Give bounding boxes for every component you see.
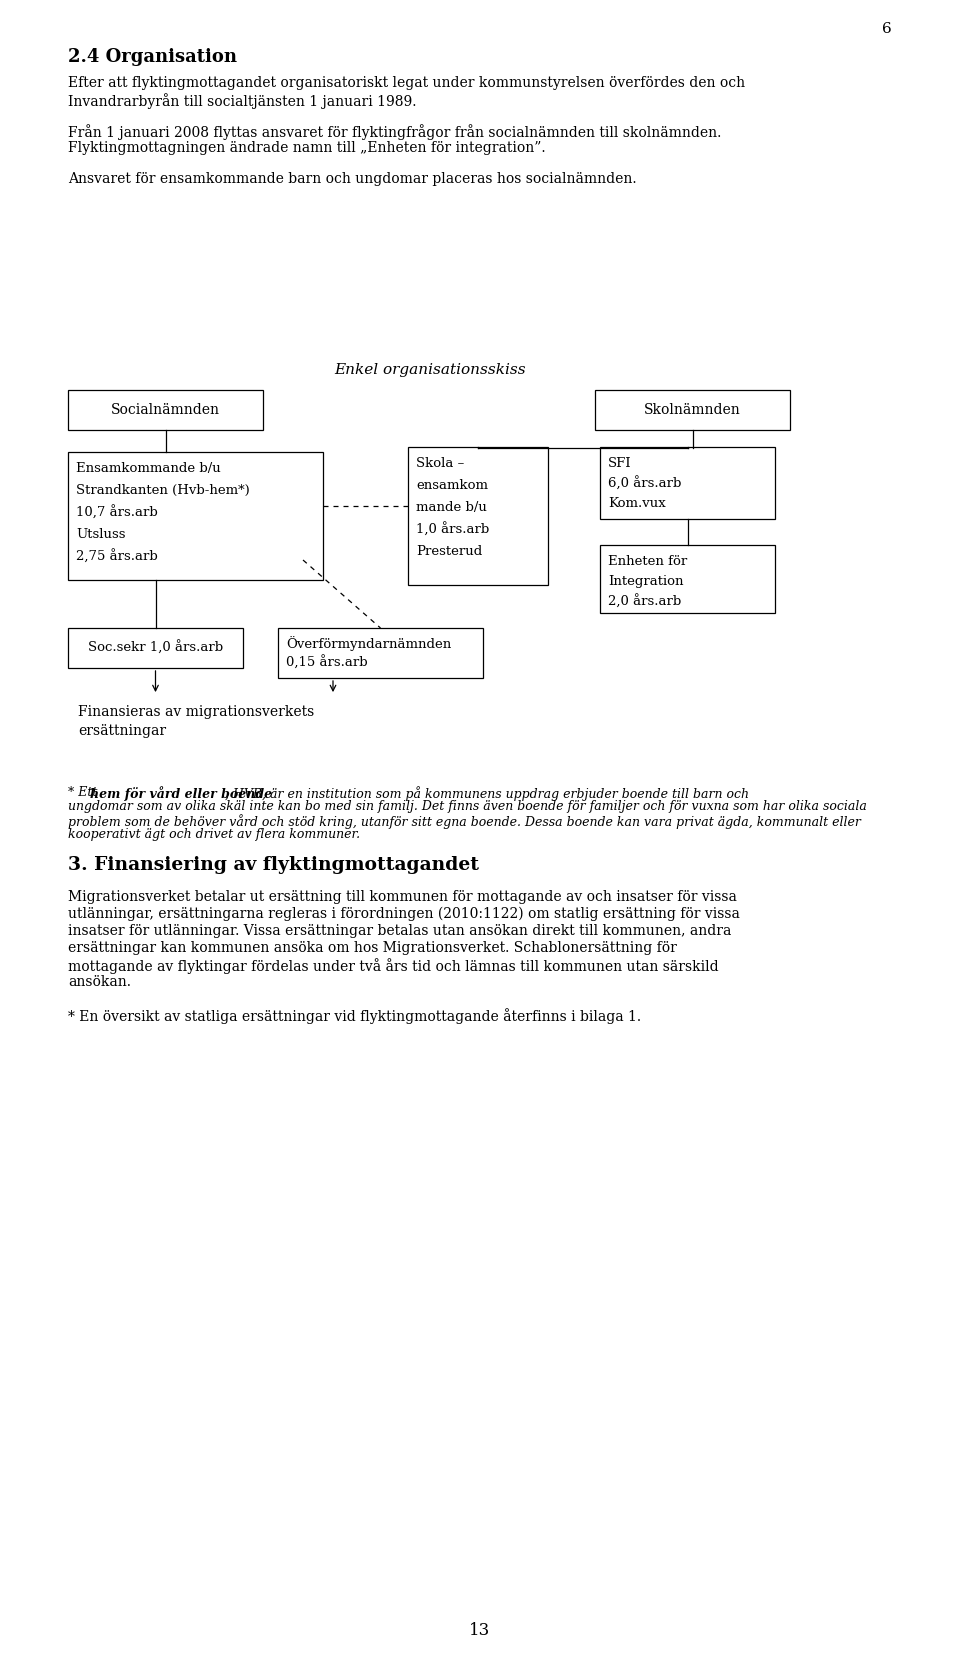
Text: Från 1 januari 2008 flyttas ansvaret för flyktingfrågor från socialnämnden till : Från 1 januari 2008 flyttas ansvaret för… [68,124,721,141]
Text: insatser för utlänningar. Vissa ersättningar betalas utan ansökan direkt till ko: insatser för utlänningar. Vissa ersättni… [68,924,732,937]
Text: 13: 13 [469,1622,491,1640]
Text: ungdomar som av olika skäl inte kan bo med sin familj. Det finns även boende för: ungdomar som av olika skäl inte kan bo m… [68,800,867,813]
Text: Skola –: Skola – [416,456,465,469]
Text: 2.4 Organisation: 2.4 Organisation [68,48,237,66]
Text: 6: 6 [882,21,892,36]
Text: Utsluss: Utsluss [76,527,126,541]
Text: Soc.sekr 1,0 års.arb: Soc.sekr 1,0 års.arb [88,641,223,655]
Text: Finansieras av migrationsverkets: Finansieras av migrationsverkets [78,704,314,719]
Bar [595,390,790,430]
Text: Flyktingmottagningen ändrade namn till „Enheten för integration”.: Flyktingmottagningen ändrade namn till „… [68,141,545,155]
Text: 10,7 års.arb: 10,7 års.arb [76,506,157,521]
Text: Socialnämnden: Socialnämnden [111,403,220,417]
Bar [68,451,323,580]
Text: mottagande av flyktingar fördelas under två års tid och lämnas till kommunen uta: mottagande av flyktingar fördelas under … [68,959,719,974]
Text: hem för vård eller boende: hem för vård eller boende [90,785,272,800]
Text: ensamkom: ensamkom [416,479,488,493]
Text: Presterud: Presterud [416,545,482,559]
Bar [600,446,775,519]
Text: Integration: Integration [608,575,684,588]
Text: Strandkanten (Hvb-hem*): Strandkanten (Hvb-hem*) [76,484,250,498]
Text: ersättningar: ersättningar [78,724,166,737]
Text: Enkel organisationsskiss: Enkel organisationsskiss [334,364,526,377]
Text: 6,0 års.arb: 6,0 års.arb [608,478,682,491]
Text: Ansvaret för ensamkommande barn och ungdomar placeras hos socialnämnden.: Ansvaret för ensamkommande barn och ungd… [68,172,636,187]
Bar [68,390,263,430]
Text: kooperativt ägt och drivet av flera kommuner.: kooperativt ägt och drivet av flera komm… [68,828,360,841]
Text: Kom.vux: Kom.vux [608,498,665,511]
Text: ersättningar kan kommunen ansöka om hos Migrationsverket. Schablonersättning för: ersättningar kan kommunen ansöka om hos … [68,941,677,955]
Text: 2,75 års.arb: 2,75 års.arb [76,550,157,564]
Text: , HVB, är en institution som på kommunens uppdrag erbjuder boende till barn och: , HVB, är en institution som på kommunen… [225,785,749,800]
Text: 3. Finansiering av flyktingmottagandet: 3. Finansiering av flyktingmottagandet [68,856,479,874]
Text: ansökan.: ansökan. [68,975,131,988]
Text: * En översikt av statliga ersättningar vid flyktingmottagande återfinns i bilaga: * En översikt av statliga ersättningar v… [68,1008,641,1023]
Bar [600,545,775,613]
Text: 0,15 års.arb: 0,15 års.arb [286,656,368,669]
Text: * Ett: * Ett [68,785,102,798]
Text: Migrationsverket betalar ut ersättning till kommunen för mottagande av och insat: Migrationsverket betalar ut ersättning t… [68,889,737,904]
Bar [278,628,483,678]
Text: 2,0 års.arb: 2,0 års.arb [608,595,682,608]
Text: Skolnämnden: Skolnämnden [644,403,741,417]
Text: Efter att flyktingmottagandet organisatoriskt legat under kommunstyrelsen överfö: Efter att flyktingmottagandet organisato… [68,76,745,89]
Bar [408,446,548,585]
Text: Enheten för: Enheten för [608,555,687,569]
Text: Invandrarbyrån till socialtjänsten 1 januari 1989.: Invandrarbyrån till socialtjänsten 1 jan… [68,93,417,109]
Text: 1,0 års.arb: 1,0 års.arb [416,522,490,537]
Text: Ensamkommande b/u: Ensamkommande b/u [76,461,221,474]
Text: utlänningar, ersättningarna regleras i förordningen (2010:1122) om statlig ersät: utlänningar, ersättningarna regleras i f… [68,907,740,921]
Bar [68,628,243,668]
Text: Överförmyndarnämnden: Överförmyndarnämnden [286,636,451,651]
Text: problem som de behöver vård och stöd kring, utanför sitt egna boende. Dessa boen: problem som de behöver vård och stöd kri… [68,813,861,828]
Text: mande b/u: mande b/u [416,501,487,514]
Text: SFI: SFI [608,456,632,469]
